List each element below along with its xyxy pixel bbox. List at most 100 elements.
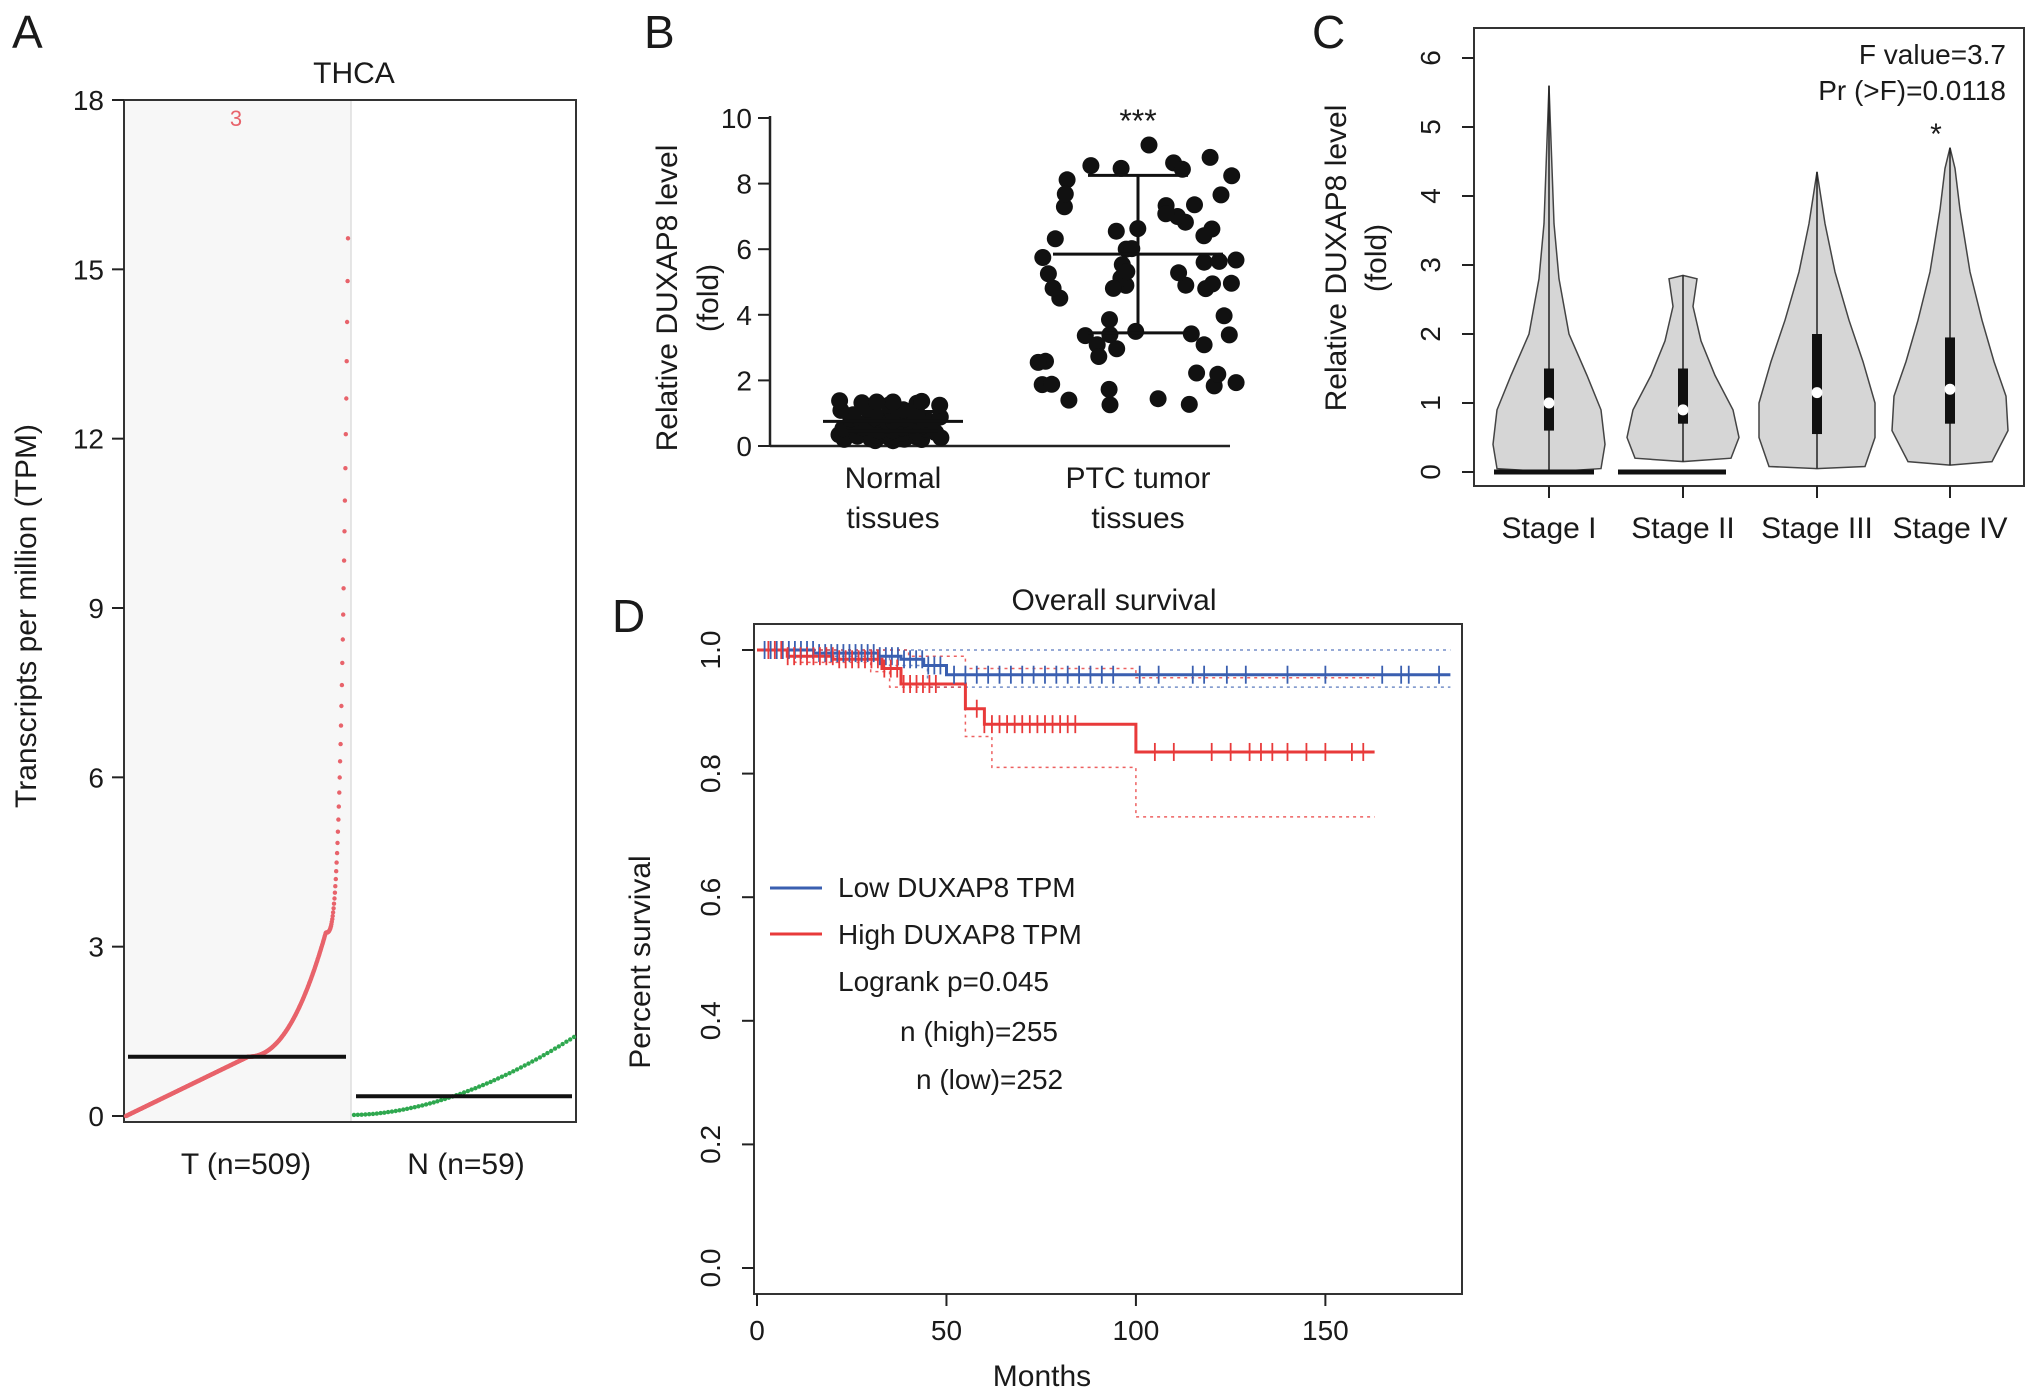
panel-b-point-tumor bbox=[1210, 252, 1228, 270]
panel-b-y-tick-label-3: 6 bbox=[736, 234, 752, 265]
panel-d-y-tick-label-0: 0.0 bbox=[695, 1249, 726, 1288]
panel-b-y-tick-label-1: 2 bbox=[736, 365, 752, 396]
panel-d-x-tick-label-1: 50 bbox=[931, 1315, 962, 1346]
panel-a-point-t bbox=[330, 913, 335, 919]
panel-b-point-normal bbox=[868, 393, 886, 411]
panel-d-y-tick-label-1: 0.2 bbox=[695, 1125, 726, 1164]
panel-d-x-tick-label-2: 100 bbox=[1113, 1315, 1160, 1346]
panel-d-x-tick-label-0: 0 bbox=[749, 1315, 765, 1346]
panel-c-y-tick-label-5: 5 bbox=[1415, 119, 1446, 135]
panel-a-point-t bbox=[345, 236, 351, 241]
panel-b-point-tumor bbox=[1056, 185, 1074, 203]
panel-d-n-high: n (high)=255 bbox=[900, 1016, 1058, 1047]
panel-b-point-tumor bbox=[1046, 230, 1064, 248]
panel-a-point-n bbox=[355, 1112, 360, 1118]
panel-b-point-tumor bbox=[1177, 276, 1195, 294]
panel-a-point-t bbox=[336, 804, 341, 809]
panel-a-point-n bbox=[473, 1086, 478, 1091]
panel-a-point-t bbox=[339, 703, 344, 709]
panel-b-point-tumor bbox=[1222, 274, 1240, 292]
panel-d-y-tick-label-3: 0.6 bbox=[695, 878, 726, 917]
panel-b-point-tumor bbox=[1118, 263, 1136, 281]
panel-a-point-t bbox=[344, 396, 349, 401]
panel-a-point-t bbox=[332, 890, 338, 895]
panel-a-point-n bbox=[431, 1100, 436, 1105]
panel-b-point-tumor bbox=[1140, 136, 1158, 154]
panel-b-point-tumor bbox=[1100, 380, 1118, 398]
panel-b-point-tumor bbox=[1060, 391, 1078, 409]
panel-b-point-tumor bbox=[1058, 171, 1076, 189]
panel-c-median-1 bbox=[1543, 397, 1555, 409]
panel-d-letter: D bbox=[612, 590, 645, 642]
panel-d-x-label: Months bbox=[993, 1360, 1091, 1393]
panel-b-point-normal bbox=[884, 393, 902, 411]
panel-b-y-tick-label-5: 10 bbox=[721, 103, 752, 134]
panel-d-frame bbox=[753, 623, 1463, 1295]
panel-b-point-tumor bbox=[1180, 395, 1198, 413]
panel-b-point-tumor bbox=[1101, 326, 1119, 344]
panel-a-letter: A bbox=[12, 6, 43, 58]
panel-a-y-tick-label-0: 0 bbox=[88, 1101, 104, 1132]
panel-a-y-tick-label-6: 18 bbox=[73, 85, 104, 116]
panel-a-point-n bbox=[507, 1071, 512, 1076]
panel-c-x-label-stage2: Stage II bbox=[1631, 512, 1734, 545]
panel-a-point-n bbox=[378, 1110, 383, 1116]
panel-c-box-4 bbox=[1945, 337, 1955, 424]
panel-d-x-tick-label-3: 150 bbox=[1302, 1315, 1349, 1346]
panel-a-point-n bbox=[427, 1101, 433, 1106]
panel-b-y-axis: 0 2 4 6 8 10 bbox=[721, 103, 770, 462]
panel-c-y-tick-label-3: 3 bbox=[1415, 257, 1446, 273]
panel-b-point-tumor bbox=[1108, 340, 1126, 358]
panel-a-points bbox=[123, 236, 577, 1119]
panel-b-point-tumor bbox=[1101, 396, 1119, 414]
panel-a-title: THCA bbox=[313, 57, 395, 90]
panel-b-y-tick-label-0: 0 bbox=[736, 431, 752, 462]
panel-c-y-tick-label-6: 6 bbox=[1415, 50, 1446, 66]
panel-a-point-n bbox=[503, 1072, 508, 1078]
panel-a-t-shading bbox=[124, 100, 351, 1122]
panel-a-point-n bbox=[469, 1087, 474, 1092]
panel-a-point-t bbox=[342, 498, 348, 503]
panel-d-y-tick-label-2: 0.4 bbox=[695, 1001, 726, 1040]
panel-c-stat-f: F value=3.7 bbox=[1859, 39, 2006, 70]
panel-a-point-n bbox=[541, 1053, 546, 1058]
panel-a-point-n bbox=[568, 1037, 573, 1042]
panel-d-logrank: Logrank p=0.045 bbox=[838, 966, 1049, 997]
panel-a-point-t bbox=[333, 884, 338, 889]
panel-b-point-tumor bbox=[1215, 307, 1233, 325]
panel-d-title: Overall survival bbox=[1011, 584, 1216, 617]
panel-b-point-tumor bbox=[1107, 222, 1125, 240]
panel-c-frame bbox=[1473, 27, 2025, 487]
panel-a-point-t bbox=[344, 319, 350, 325]
panel-a-point-n bbox=[549, 1048, 554, 1054]
panel-a-point-t bbox=[331, 906, 336, 911]
panel-b-x-label-tumor-1: PTC tumor bbox=[1065, 462, 1210, 495]
panel-a-point-n bbox=[435, 1099, 440, 1104]
panel-c-violins bbox=[1492, 85, 2009, 498]
panel-b-point-tumor bbox=[1157, 205, 1175, 223]
panel-d-y-label: Percent survival bbox=[624, 855, 657, 1068]
panel-b-point-tumor bbox=[1209, 365, 1227, 383]
panel-a-y-label: Transcripts per million (TPM) bbox=[10, 424, 43, 808]
panel-a-point-t bbox=[340, 637, 345, 642]
panel-b-point-tumor bbox=[1082, 157, 1100, 175]
panel-b-significance: *** bbox=[1119, 103, 1156, 139]
panel-b: B 0 2 4 6 8 10 Relative DUXAP8 level (fold) *… bbox=[644, 6, 1245, 535]
panel-b-point-tumor bbox=[1182, 325, 1200, 343]
panel-c-box-3 bbox=[1812, 334, 1822, 435]
panel-a-point-t bbox=[340, 660, 345, 666]
panel-a-group-label-n: N (n=59) bbox=[407, 1148, 525, 1181]
panel-a-point-t bbox=[345, 278, 350, 284]
panel-a-point-n bbox=[556, 1044, 561, 1049]
panel-d-y-tick-label-4: 0.8 bbox=[695, 754, 726, 793]
panel-d-n-low: n (low)=252 bbox=[916, 1064, 1063, 1095]
panel-c-x-label-stage3: Stage III bbox=[1761, 512, 1873, 545]
panel-a-point-n bbox=[359, 1112, 364, 1117]
panel-a-point-t bbox=[337, 759, 343, 764]
panel-a-point-t bbox=[344, 359, 349, 364]
panel-b-point-normal bbox=[831, 392, 849, 410]
panel-a-point-n bbox=[367, 1112, 372, 1117]
panel-d-legend-low-label: Low DUXAP8 TPM bbox=[838, 872, 1076, 903]
panel-b-point-tumor bbox=[1188, 364, 1206, 382]
panel-b-point-tumor bbox=[1044, 279, 1062, 297]
